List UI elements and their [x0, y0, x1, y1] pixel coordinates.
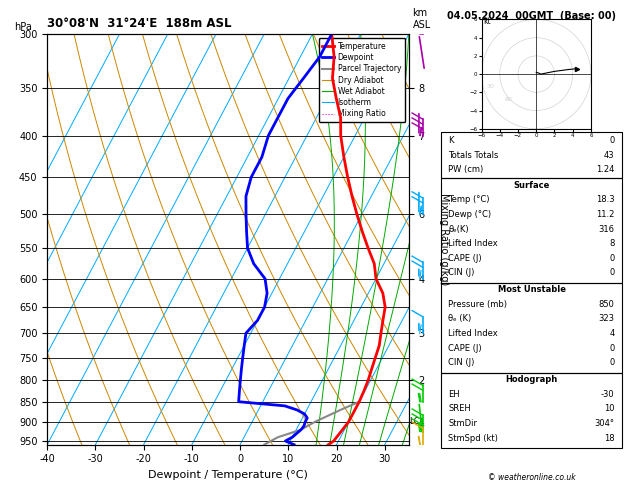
Text: 0: 0	[610, 254, 615, 263]
Text: 304°: 304°	[594, 419, 615, 428]
Text: θₑ(K): θₑ(K)	[448, 225, 469, 234]
Y-axis label: Mixing Ratio (g/kg): Mixing Ratio (g/kg)	[438, 193, 448, 285]
Text: Most Unstable: Most Unstable	[498, 285, 565, 295]
Text: 1.24: 1.24	[596, 165, 615, 174]
Text: 04.05.2024  00GMT  (Base: 00): 04.05.2024 00GMT (Base: 00)	[447, 11, 616, 21]
Text: Hodograph: Hodograph	[505, 375, 558, 384]
Text: Pressure (mb): Pressure (mb)	[448, 300, 508, 309]
Text: © weatheronline.co.uk: © weatheronline.co.uk	[487, 473, 576, 482]
Text: K: K	[448, 136, 454, 145]
Bar	[441, 373, 622, 448]
Text: 0: 0	[610, 136, 615, 145]
Text: 43: 43	[604, 151, 615, 160]
Text: CAPE (J): CAPE (J)	[448, 344, 482, 353]
Text: θₑ (K): θₑ (K)	[448, 314, 472, 324]
Text: 0: 0	[610, 358, 615, 367]
Text: 11.2: 11.2	[596, 210, 615, 219]
Text: CAPE (J): CAPE (J)	[448, 254, 482, 263]
Text: Totals Totals: Totals Totals	[448, 151, 499, 160]
Text: 30: 30	[486, 84, 494, 89]
Text: StmSpd (kt): StmSpd (kt)	[448, 434, 498, 443]
Text: Dewp (°C): Dewp (°C)	[448, 210, 492, 219]
Text: SREH: SREH	[448, 404, 471, 414]
Text: -30: -30	[601, 390, 615, 399]
Text: 30°08'N  31°24'E  188m ASL: 30°08'N 31°24'E 188m ASL	[47, 17, 231, 30]
Text: LCL: LCL	[409, 417, 424, 426]
Text: CIN (J): CIN (J)	[448, 358, 475, 367]
Text: 316: 316	[599, 225, 615, 234]
Text: Lifted Index: Lifted Index	[448, 329, 498, 338]
Text: EH: EH	[448, 390, 460, 399]
Text: 10: 10	[604, 404, 615, 414]
Text: 850: 850	[599, 300, 615, 309]
Text: 18.3: 18.3	[596, 195, 615, 205]
Bar	[441, 178, 622, 283]
Text: 60: 60	[504, 98, 512, 103]
X-axis label: Dewpoint / Temperature (°C): Dewpoint / Temperature (°C)	[148, 470, 308, 480]
Text: km
ASL: km ASL	[413, 8, 431, 30]
Text: Lifted Index: Lifted Index	[448, 239, 498, 248]
Text: kt: kt	[483, 17, 491, 26]
Text: Temp (°C): Temp (°C)	[448, 195, 490, 205]
Text: 0: 0	[610, 344, 615, 353]
Legend: Temperature, Dewpoint, Parcel Trajectory, Dry Adiabot, Wet Adiabot, Isotherm, Mi: Temperature, Dewpoint, Parcel Trajectory…	[319, 38, 405, 122]
Bar	[441, 132, 622, 178]
Text: 18: 18	[604, 434, 615, 443]
Text: 4: 4	[610, 329, 615, 338]
Text: 0: 0	[610, 268, 615, 278]
Bar	[441, 283, 622, 373]
Text: 323: 323	[599, 314, 615, 324]
Text: hPa: hPa	[14, 22, 33, 32]
Text: Surface: Surface	[513, 181, 550, 190]
Text: StmDir: StmDir	[448, 419, 477, 428]
Text: CIN (J): CIN (J)	[448, 268, 475, 278]
Text: 8: 8	[609, 239, 615, 248]
Text: PW (cm): PW (cm)	[448, 165, 484, 174]
